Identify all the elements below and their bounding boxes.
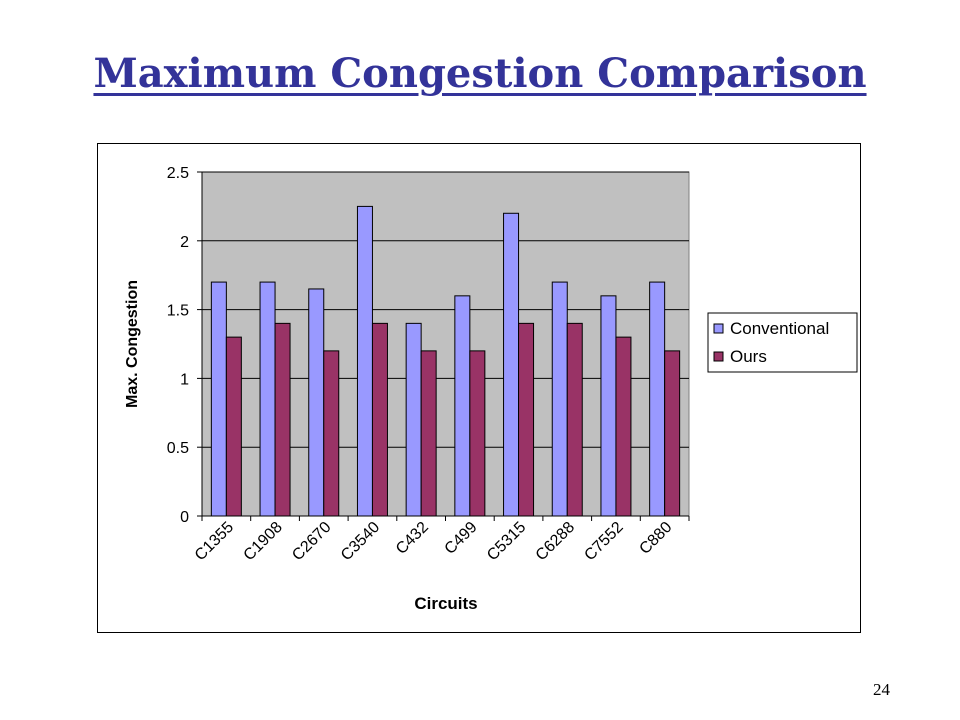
x-tick-label: C880 <box>636 519 675 558</box>
bar-conventional-c7552 <box>600 295 617 517</box>
legend-label-conventional: Conventional <box>730 319 829 338</box>
x-tick-label: C6288 <box>533 519 578 564</box>
y-tick-label: 2.5 <box>167 165 189 182</box>
bar-conventional-c432 <box>405 322 422 517</box>
y-axis-title: Max. Congestion <box>124 280 141 408</box>
legend-box <box>707 312 858 373</box>
y-tick-label: 0 <box>180 509 189 526</box>
x-tick-label: C1355 <box>192 519 237 564</box>
x-tick-label: C5315 <box>484 519 529 564</box>
x-tick-label: C3540 <box>338 519 383 564</box>
bar-conventional-c880 <box>649 281 666 517</box>
bar-ours-c5315 <box>518 322 535 517</box>
bar-conventional-c499 <box>454 295 471 517</box>
bar-ours-c1908 <box>274 322 291 517</box>
bar-conventional-c3540 <box>356 205 373 517</box>
x-tick-labels: C1355 C1908 C2670 C3540 C432 C499 C5315 C6288 C7… <box>192 516 690 564</box>
slide-title: Maximum Congestion Comparison <box>93 50 867 97</box>
bar-ours-c499 <box>469 350 486 517</box>
legend-label-ours: Ours <box>730 347 767 366</box>
bar-ours-c7552 <box>615 336 632 517</box>
x-tick-label: C7552 <box>581 519 626 564</box>
bar-ours-c6288 <box>566 322 583 517</box>
legend: Conventional Ours <box>707 312 858 373</box>
legend-swatch-ours <box>713 351 724 362</box>
bar-ours-c880 <box>664 350 681 517</box>
bars <box>210 205 681 517</box>
legend-swatch-conventional <box>713 323 724 334</box>
bar-conventional-c2670 <box>308 288 325 517</box>
bar-conventional-c1908 <box>259 281 276 517</box>
y-tick-label: 1.5 <box>167 303 189 320</box>
x-tick-label: C499 <box>442 519 481 558</box>
bar-conventional-c5315 <box>503 212 520 517</box>
x-tick-label: C1908 <box>241 519 286 564</box>
x-tick-label: C2670 <box>289 519 334 564</box>
y-tick-label: 2 <box>180 234 189 251</box>
bar-ours-c3540 <box>371 322 388 517</box>
bar-conventional-c1355 <box>210 281 227 517</box>
bar-ours-c2670 <box>323 350 340 517</box>
y-tick-label: 0.5 <box>167 440 189 457</box>
y-tick-labels: 0 0.5 1 1.5 2 2.5 <box>167 165 202 526</box>
bar-chart: 0 0.5 1 1.5 2 2.5 C1355 C1908 C2670 C3540 C432 C49… <box>124 165 858 613</box>
bar-ours-c432 <box>420 350 437 517</box>
bar-ours-c1355 <box>225 336 242 517</box>
chart-frame: 0 0.5 1 1.5 2 2.5 C1355 C1908 C2670 C3540 C432 C49… <box>97 143 861 633</box>
y-tick-label: 1 <box>180 371 189 388</box>
page-number: 24 <box>873 680 890 699</box>
x-axis-title: Circuits <box>414 594 477 613</box>
x-tick-label: C432 <box>393 519 432 558</box>
bar-conventional-c6288 <box>551 281 568 517</box>
